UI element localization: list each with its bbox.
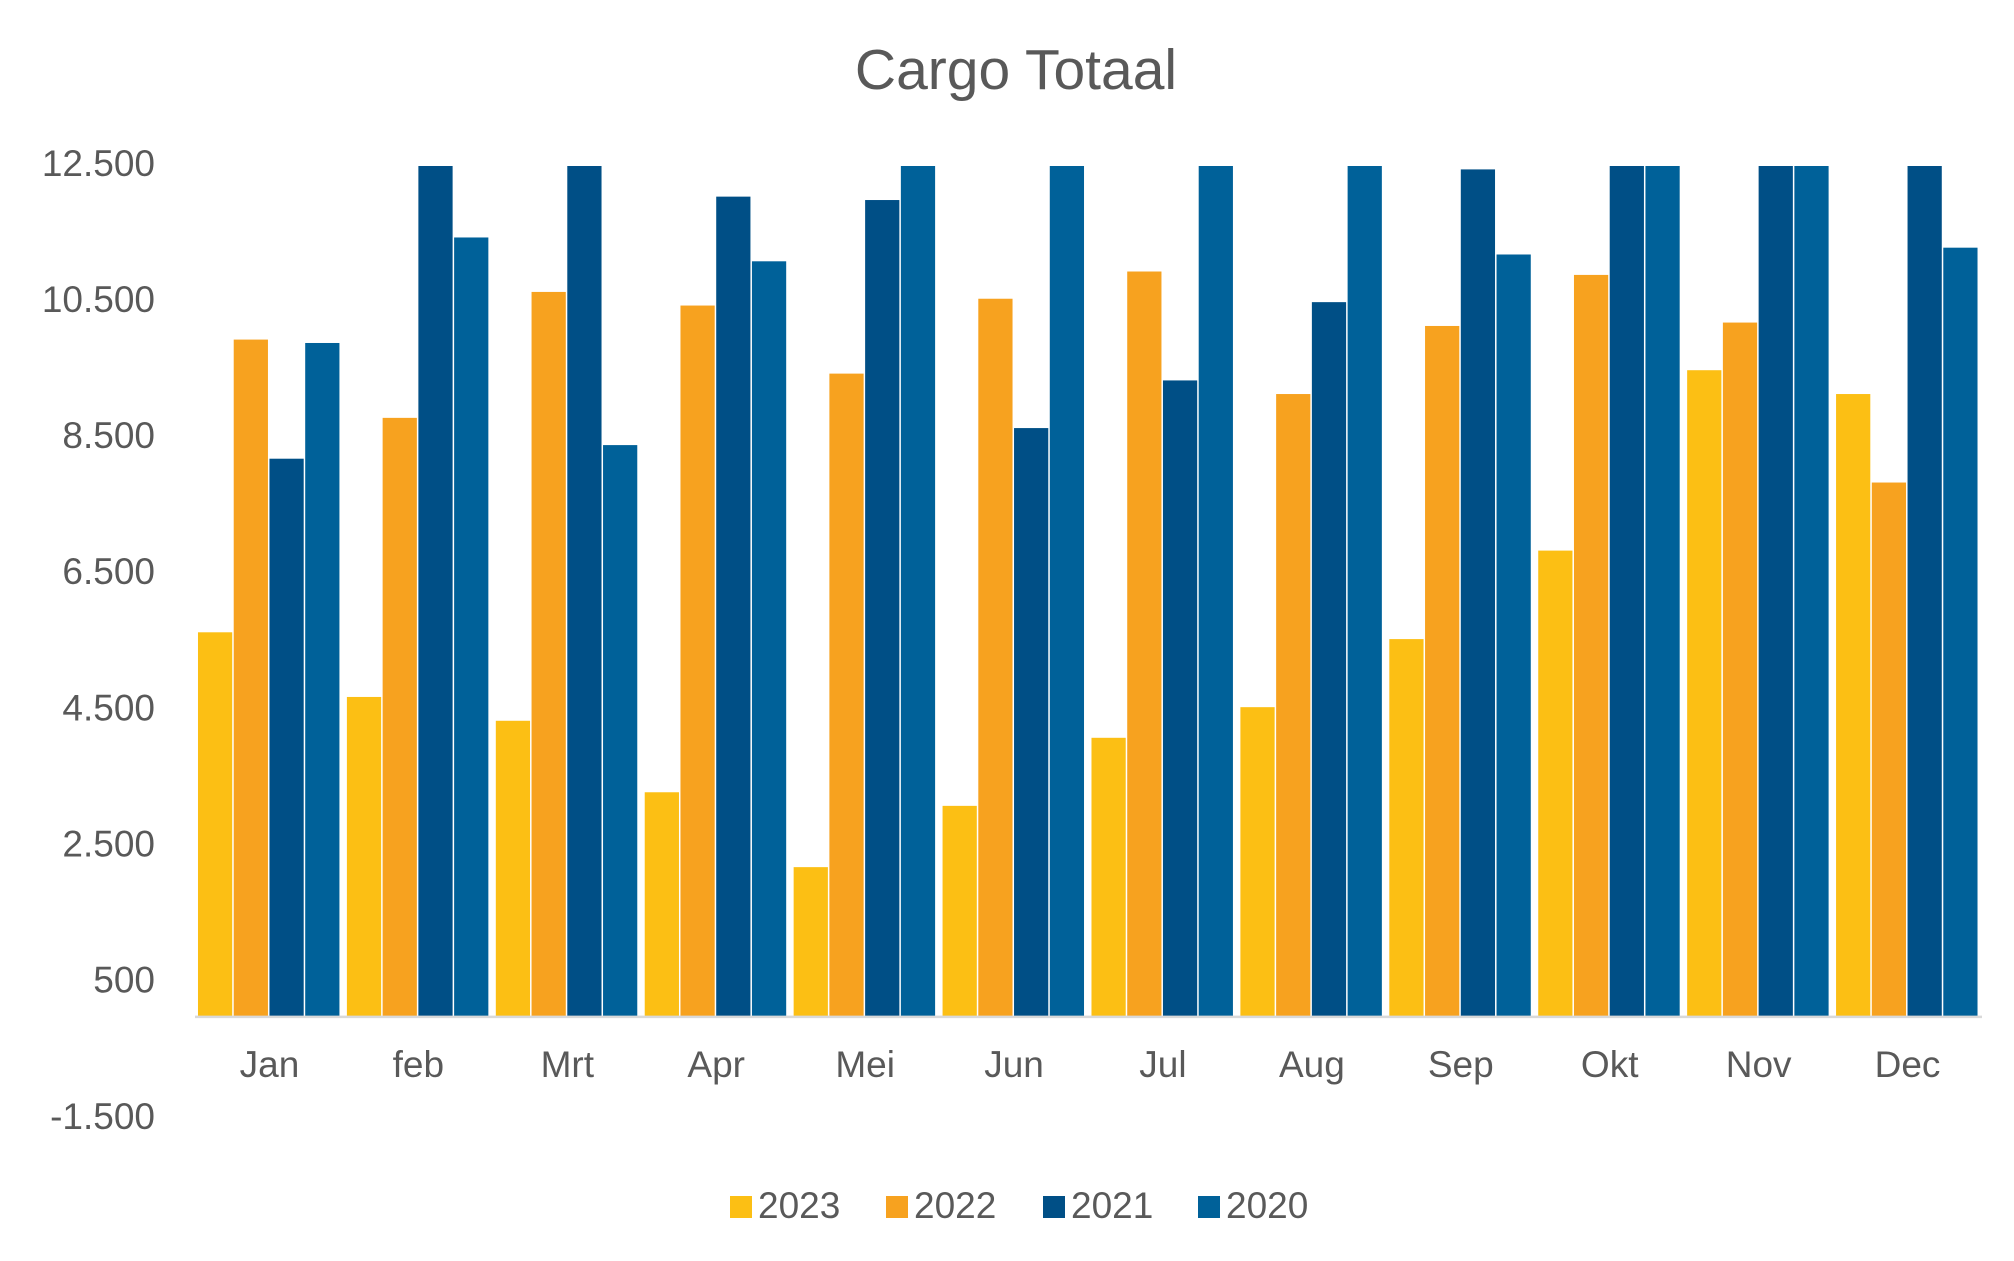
bar — [1836, 394, 1871, 1017]
bar — [1687, 370, 1722, 1017]
bar — [1347, 166, 1382, 1017]
bar — [751, 261, 787, 1017]
y-tick-label: 8.500 — [62, 415, 155, 456]
y-tick-label: -1.500 — [50, 1096, 155, 1137]
x-tick-label: Jan — [240, 1044, 300, 1085]
chart-title: Cargo Totaal — [855, 38, 1177, 102]
x-tick-label: feb — [393, 1044, 444, 1085]
legend-label: 2020 — [1226, 1185, 1308, 1226]
x-tick-label: Nov — [1726, 1044, 1792, 1085]
x-tick-label: Dec — [1875, 1044, 1941, 1085]
bar — [1127, 271, 1162, 1017]
bar — [269, 458, 304, 1017]
bar — [1460, 169, 1496, 1017]
bar — [1609, 166, 1644, 1017]
bar — [1240, 707, 1275, 1017]
bar — [1276, 394, 1311, 1017]
x-tick-label: Jun — [984, 1044, 1044, 1085]
plot-area — [197, 166, 1978, 1017]
bar — [680, 305, 715, 1017]
bar — [567, 166, 602, 1017]
bar — [978, 298, 1013, 1017]
bar — [418, 166, 453, 1017]
legend-label: 2022 — [914, 1185, 996, 1226]
bar — [1871, 482, 1907, 1017]
x-tick-label: Aug — [1279, 1044, 1345, 1085]
bar — [1014, 428, 1049, 1017]
x-tick-label: Apr — [687, 1044, 745, 1085]
bar — [1758, 166, 1793, 1017]
bar — [1162, 380, 1198, 1017]
bar — [1496, 254, 1531, 1017]
bar — [1538, 550, 1573, 1017]
legend-label: 2023 — [758, 1185, 840, 1226]
y-tick-label: 500 — [93, 960, 155, 1001]
x-tick-label: Jul — [1139, 1044, 1186, 1085]
legend-swatch — [1198, 1196, 1220, 1218]
bar — [1425, 325, 1460, 1017]
bar — [1907, 166, 1942, 1017]
y-tick-label: 6.500 — [62, 551, 155, 592]
y-tick-label: 4.500 — [62, 687, 155, 728]
bar — [716, 196, 751, 1017]
bar — [1943, 247, 1978, 1017]
bar — [793, 867, 828, 1017]
bar — [495, 720, 531, 1017]
bar — [1198, 166, 1233, 1017]
bar — [1794, 166, 1829, 1017]
bar — [603, 445, 638, 1017]
y-tick-label: 2.500 — [62, 823, 155, 864]
bar — [644, 792, 679, 1017]
legend-swatch — [886, 1196, 908, 1218]
bar — [900, 166, 936, 1017]
bar — [305, 342, 340, 1017]
bar — [1049, 166, 1085, 1017]
bar — [1645, 166, 1680, 1017]
bar — [197, 632, 233, 1017]
bar — [233, 339, 268, 1017]
legend-label: 2021 — [1071, 1185, 1153, 1226]
bar — [1091, 737, 1126, 1017]
bar — [829, 373, 864, 1017]
legend-swatch — [1043, 1196, 1065, 1218]
y-tick-label: 10.500 — [42, 279, 155, 320]
bar — [382, 417, 417, 1017]
bar — [865, 200, 900, 1017]
bar — [942, 805, 977, 1017]
bar — [454, 237, 489, 1017]
bar — [346, 696, 382, 1017]
bar — [1573, 274, 1609, 1017]
x-tick-label: Okt — [1581, 1044, 1639, 1085]
bar — [1389, 639, 1424, 1017]
legend-swatch — [730, 1196, 752, 1218]
x-tick-label: Sep — [1428, 1044, 1494, 1085]
bar — [1722, 322, 1758, 1017]
bar — [1311, 302, 1347, 1017]
x-tick-label: Mrt — [541, 1044, 595, 1085]
x-tick-label: Mei — [835, 1044, 895, 1085]
y-tick-label: 12.500 — [42, 143, 155, 184]
bar — [531, 291, 566, 1017]
